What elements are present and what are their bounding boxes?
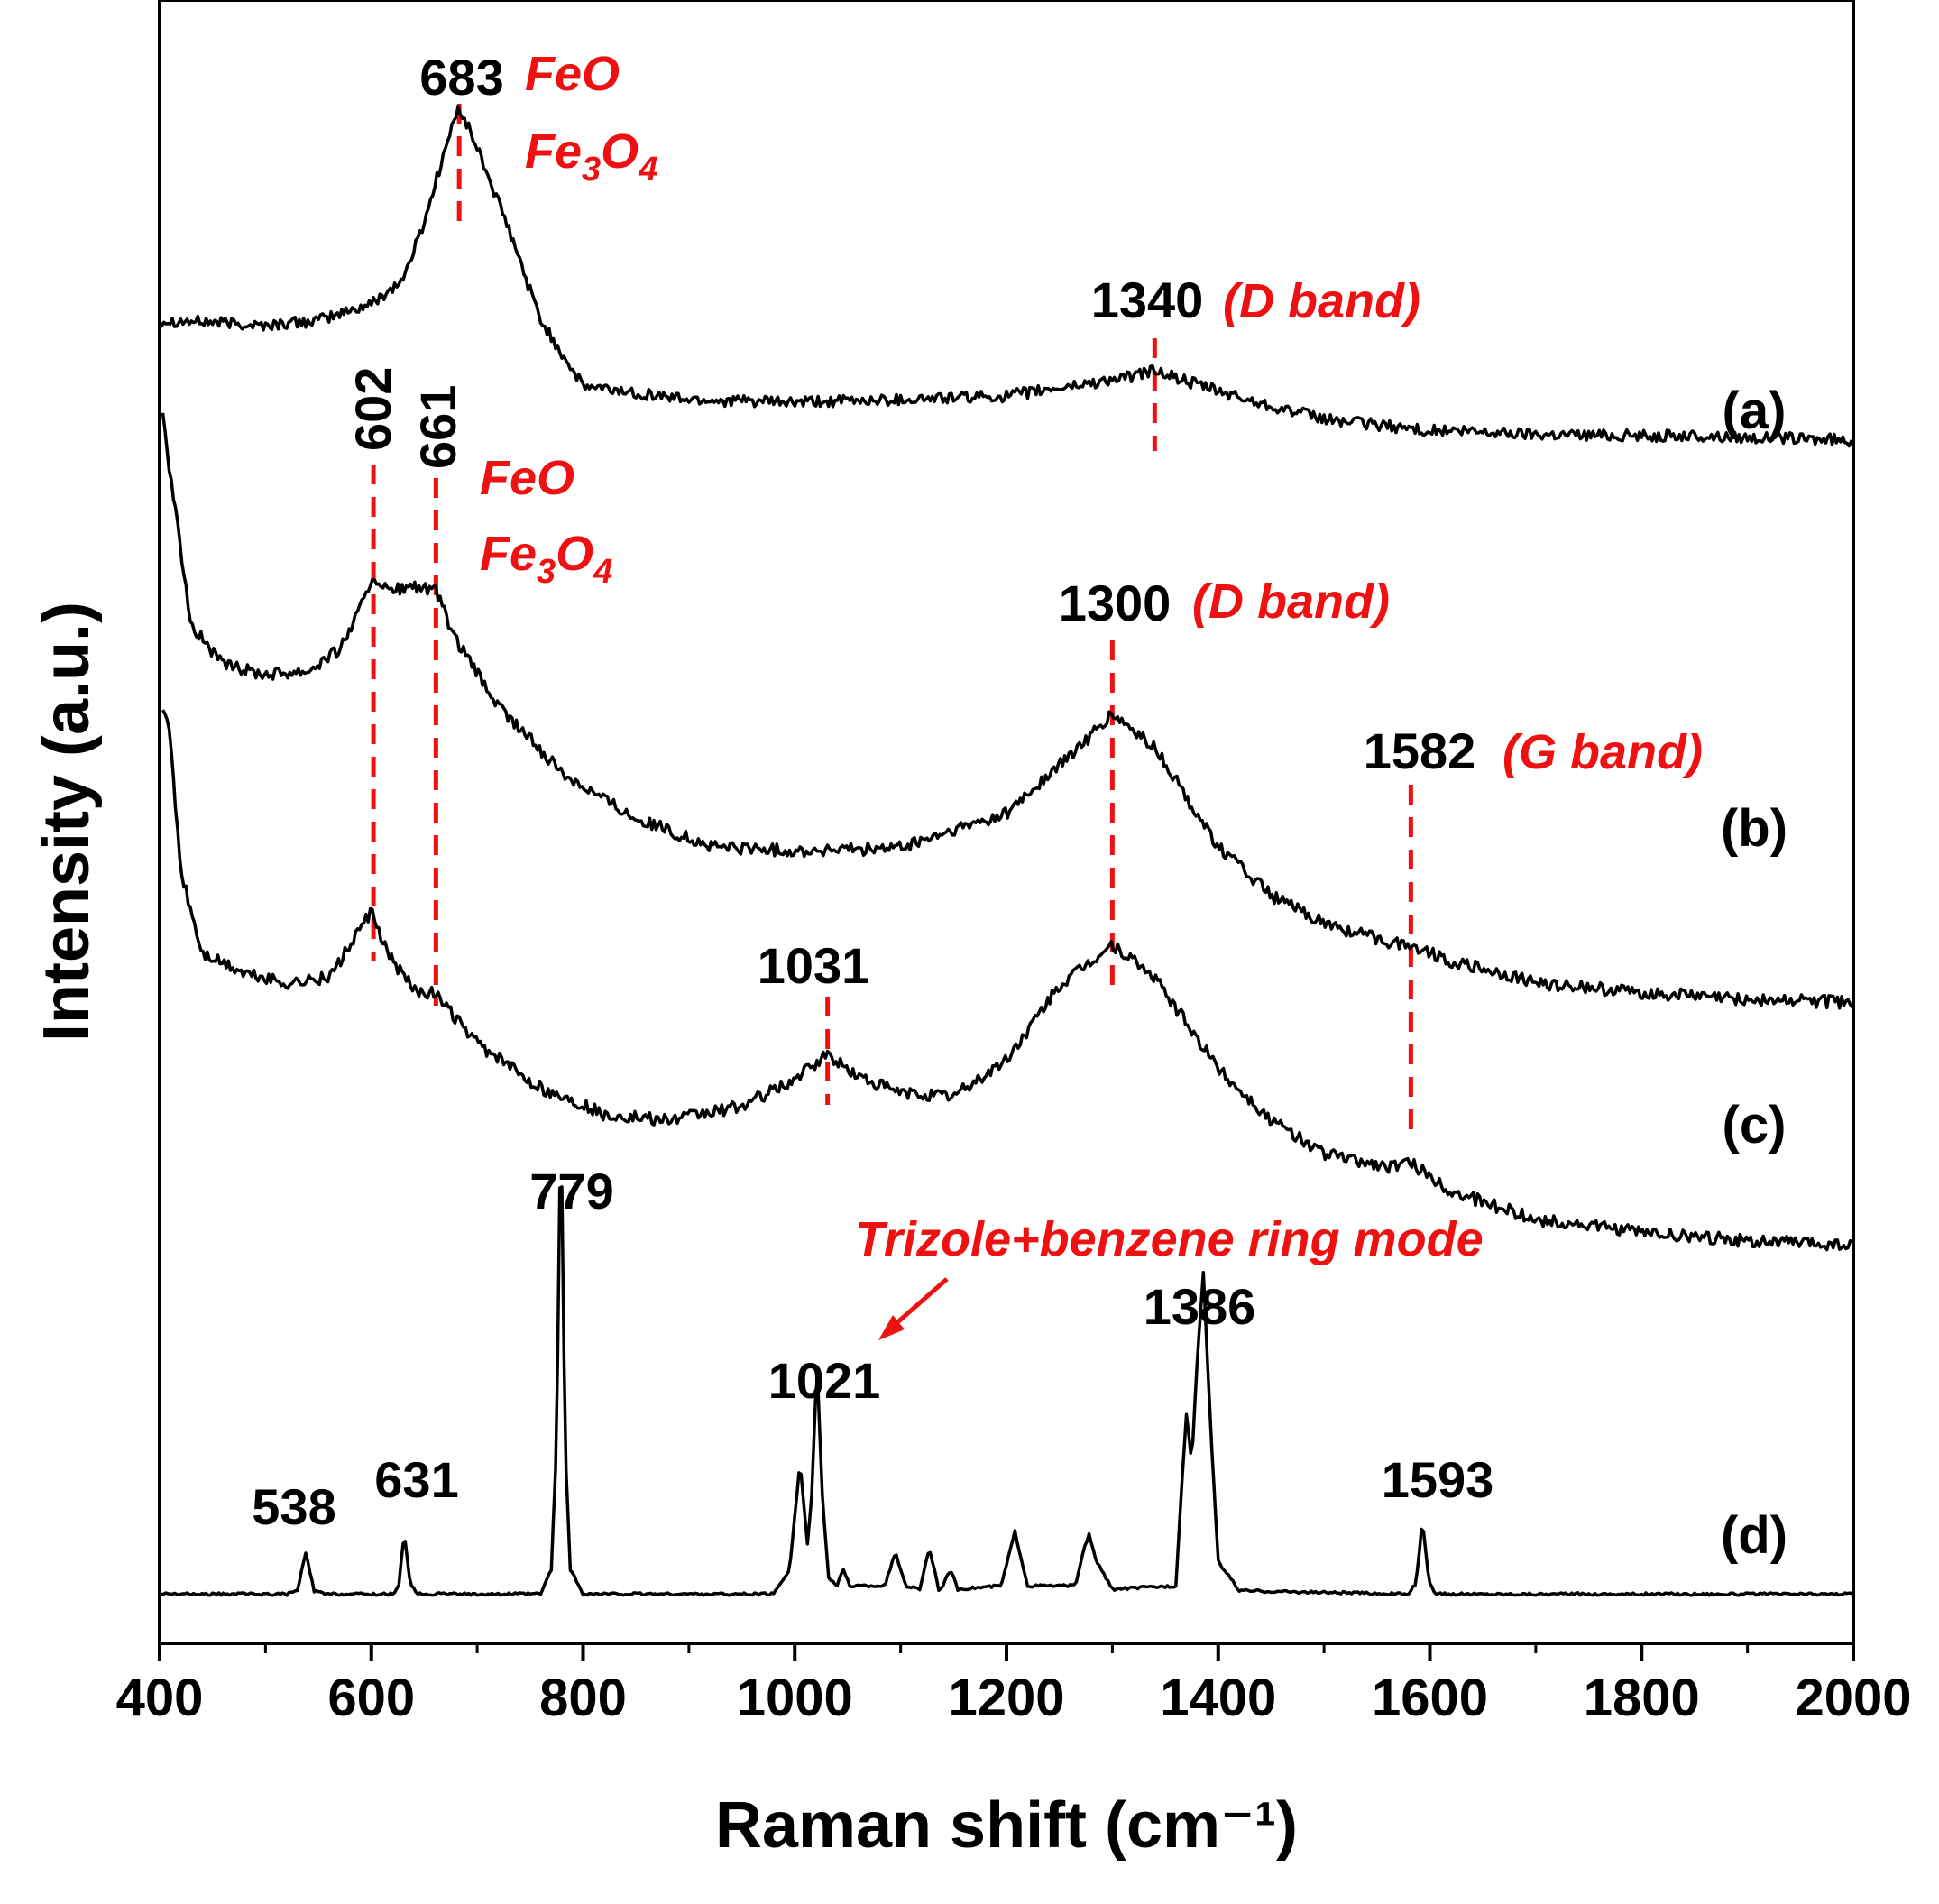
curve-label-c: (c)	[1723, 1096, 1787, 1154]
peak-label-602: 602	[345, 367, 401, 451]
annotation-g-band: (G band)	[1502, 725, 1703, 779]
x-tick-label-1400: 1400	[1160, 1669, 1276, 1727]
series-line-d	[159, 1185, 1855, 1597]
annotation-feo-a: FeO	[525, 47, 620, 101]
peak-label-779: 779	[529, 1163, 613, 1219]
annotation-d-band-a: (D band)	[1223, 274, 1420, 328]
peak-label-631: 631	[374, 1451, 458, 1508]
x-tick-label-600: 600	[327, 1669, 415, 1727]
series-line-b	[161, 412, 1854, 1010]
annotation-trizole: Trizole+benzene ring mode	[855, 1212, 1484, 1266]
x-tick-label-400: 400	[116, 1669, 204, 1727]
peak-label-538: 538	[252, 1478, 335, 1535]
peak-label-1386: 1386	[1144, 1278, 1256, 1335]
x-tick-label-1800: 1800	[1584, 1669, 1700, 1727]
annotation-fe3o4-a: Fe3O4	[525, 124, 657, 189]
reference-lines	[371, 104, 1413, 1141]
x-tick-label-2000: 2000	[1795, 1669, 1911, 1727]
x-tick-label-800: 800	[539, 1669, 627, 1727]
x-axis-ticks: 400 600 800 1000 1200 1400 1600 1800 2000	[116, 1643, 1912, 1727]
x-tick-label-1200: 1200	[948, 1669, 1064, 1727]
trizole-arrow	[878, 1277, 949, 1340]
x-tick-label-1600: 1600	[1372, 1669, 1488, 1727]
peak-label-683: 683	[419, 49, 503, 106]
series-line-a	[158, 105, 1855, 448]
curve-label-d: (d)	[1721, 1506, 1787, 1565]
spectrum-curves	[158, 105, 1855, 1597]
peak-label-1021: 1021	[768, 1352, 881, 1409]
curve-label-a: (a)	[1723, 382, 1787, 440]
peak-label-1582: 1582	[1364, 722, 1476, 779]
x-tick-label-1000: 1000	[737, 1669, 853, 1727]
curve-label-b: (b)	[1721, 799, 1787, 858]
peak-label-1300: 1300	[1059, 575, 1172, 631]
peak-label-1593: 1593	[1382, 1451, 1494, 1508]
peak-label-1031: 1031	[758, 937, 870, 994]
y-axis-title: Intensity (a.u.)	[31, 602, 103, 1042]
x-axis-title: Raman shift (cm⁻¹)	[715, 1789, 1298, 1862]
annotation-d-band-b: (D band)	[1192, 575, 1390, 629]
peak-label-661: 661	[409, 385, 466, 469]
annotation-feo-b: FeO	[480, 451, 574, 505]
series-line-c	[161, 709, 1852, 1252]
annotation-fe3o4-b: Fe3O4	[480, 527, 612, 591]
peak-label-1340: 1340	[1091, 271, 1204, 328]
